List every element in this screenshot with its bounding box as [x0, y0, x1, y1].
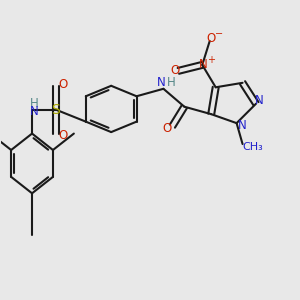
- Text: N: N: [199, 58, 207, 71]
- Text: CH₃: CH₃: [243, 142, 263, 152]
- Text: S: S: [52, 103, 60, 117]
- Text: +: +: [207, 56, 214, 65]
- Text: N: N: [238, 119, 246, 132]
- Text: N: N: [255, 94, 264, 106]
- Text: O: O: [162, 122, 172, 135]
- Text: O: O: [170, 64, 179, 77]
- Text: O: O: [58, 129, 67, 142]
- Text: O: O: [207, 32, 216, 44]
- Text: O: O: [58, 78, 67, 91]
- Text: H: H: [30, 97, 39, 110]
- Text: N: N: [30, 105, 39, 118]
- Text: H: H: [167, 76, 175, 89]
- Text: N: N: [157, 76, 165, 89]
- Text: −: −: [215, 29, 223, 39]
